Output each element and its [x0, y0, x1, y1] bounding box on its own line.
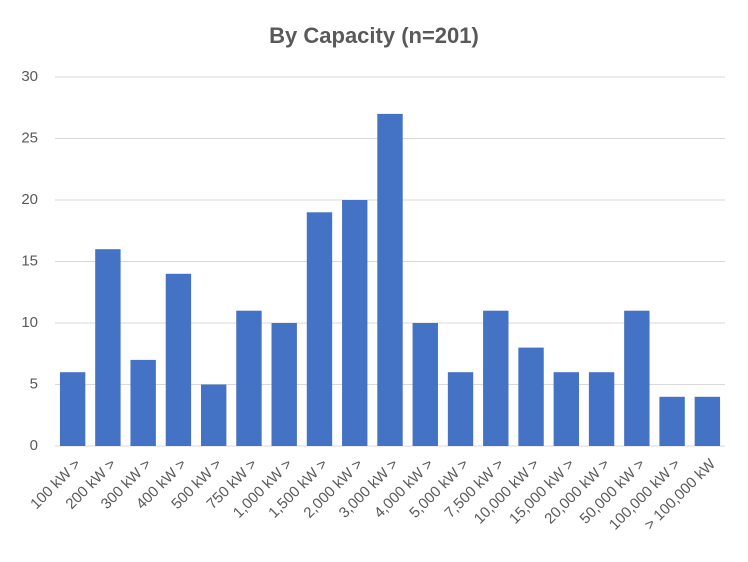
y-tick-label: 5 — [30, 375, 38, 392]
y-tick-label: 30 — [21, 68, 38, 85]
bar — [624, 310, 650, 446]
bar — [165, 273, 192, 446]
y-tick-label: 20 — [21, 191, 38, 208]
bar — [271, 323, 297, 446]
chart-title: By Capacity (n=201) — [269, 23, 479, 48]
y-tick-label: 0 — [30, 437, 38, 454]
bar — [588, 372, 615, 446]
bar — [95, 249, 121, 446]
bar — [130, 359, 156, 446]
y-tick-label: 15 — [21, 252, 38, 269]
bar — [659, 396, 685, 446]
bar — [59, 372, 86, 446]
bar — [377, 113, 403, 447]
bar — [553, 372, 580, 446]
bar — [306, 212, 333, 446]
y-tick-label: 10 — [21, 314, 38, 331]
bar — [236, 310, 262, 446]
y-tick-label: 25 — [21, 129, 38, 146]
bar — [412, 323, 438, 446]
bar — [447, 372, 474, 446]
bar — [342, 200, 368, 446]
bar — [200, 384, 227, 446]
bar — [483, 310, 509, 446]
bar — [518, 347, 544, 446]
bar — [694, 396, 721, 446]
